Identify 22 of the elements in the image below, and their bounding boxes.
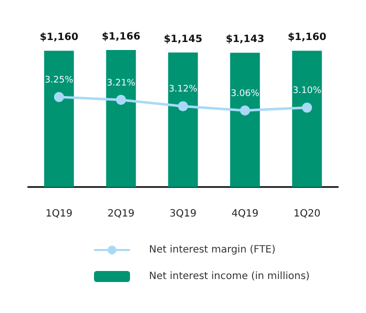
data-label: 3.12% xyxy=(168,84,198,95)
x-tick-label: 1Q20 xyxy=(294,208,320,220)
point xyxy=(116,94,126,105)
data-label: $1,145 xyxy=(164,34,202,45)
legend-label: Net interest income (in millions) xyxy=(149,271,310,282)
data-label: 3.25% xyxy=(44,76,74,86)
point xyxy=(240,105,250,116)
x-tick-label: 1Q19 xyxy=(46,208,72,220)
point xyxy=(178,101,188,112)
x-tick-label: 2Q19 xyxy=(108,208,134,220)
point xyxy=(302,102,312,113)
legend-label: Net interest margin (FTE) xyxy=(149,244,276,256)
data-label: 3.21% xyxy=(106,78,136,88)
data-label: $1,143 xyxy=(226,34,264,46)
x-tick-label: 4Q19 xyxy=(232,208,258,220)
data-label: $1,160 xyxy=(288,32,326,44)
data-label: $1,160 xyxy=(40,32,78,44)
data-label: 3.10% xyxy=(292,86,322,96)
x-tick-label: 3Q19 xyxy=(170,208,196,220)
data-label: 3.06% xyxy=(230,88,260,99)
point xyxy=(54,92,64,102)
data-label: $1,166 xyxy=(102,31,140,42)
